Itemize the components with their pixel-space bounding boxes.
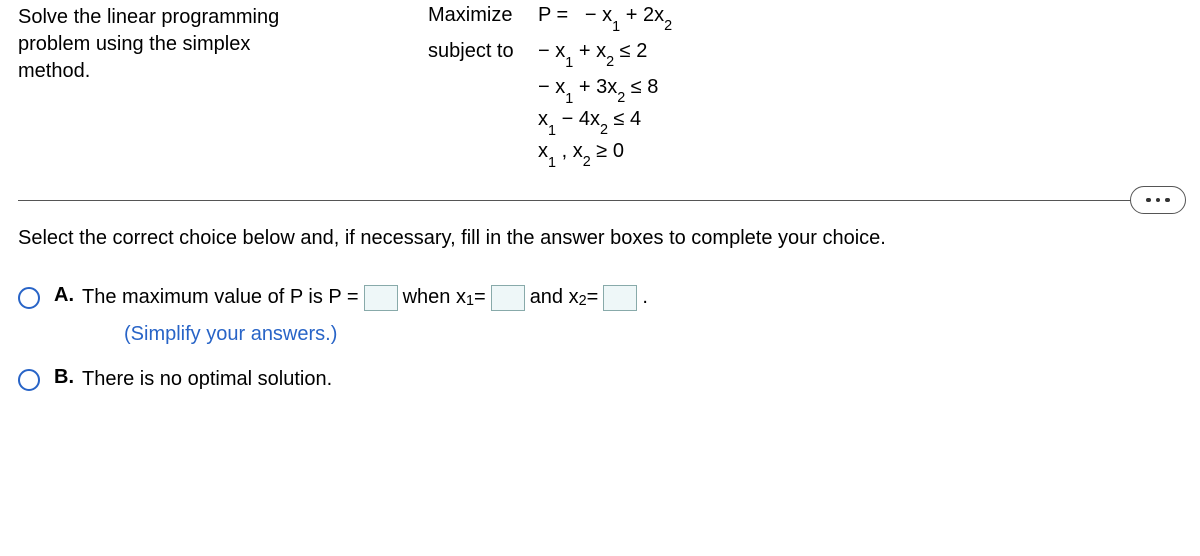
problem-prompt: Solve the linear programming problem usi… — [18, 4, 318, 85]
answer-choices: A. The maximum value of P is P = when x1… — [18, 284, 1182, 393]
choice-b-text: There is no optimal solution. — [82, 368, 332, 390]
answer-box-p[interactable] — [364, 285, 398, 311]
nna: x — [538, 140, 548, 162]
objective-function: P = − x1 + 2x2 — [538, 4, 672, 30]
choice-a-eq-2: = — [587, 284, 599, 311]
nonnegativity: x1 , x2 ≥ 0 — [538, 140, 672, 166]
obj-a: − x — [585, 4, 612, 26]
c2b: + 3x — [579, 76, 617, 98]
choice-a: A. The maximum value of P is P = when x1… — [18, 284, 1182, 348]
instruction-text: Select the correct choice below and, if … — [18, 227, 1182, 250]
more-options-button[interactable] — [1130, 186, 1186, 214]
constraint-1: − x1 + x2 ≤ 2 — [538, 40, 647, 66]
choice-a-text-2: when x — [403, 284, 466, 311]
choice-a-eq-1: = — [474, 284, 486, 311]
constraint-3: x1 − 4x2 ≤ 4 — [538, 108, 672, 134]
problem-formulation: Maximize P = − x1 + 2x2 subject to − x1 … — [428, 4, 672, 172]
maximize-label: Maximize — [428, 4, 538, 27]
choice-b-radio[interactable] — [18, 369, 40, 391]
choice-b-letter: B. — [54, 366, 82, 389]
obj-lhs: P = — [538, 4, 568, 26]
nnc: , x — [562, 140, 583, 162]
c3a: x — [538, 108, 548, 130]
c3r: ≤ 4 — [614, 108, 642, 130]
c1r: ≤ 2 — [620, 40, 648, 62]
nnr: ≥ 0 — [596, 140, 624, 162]
c1a: − x — [538, 40, 565, 62]
choice-a-text-3: and x — [530, 284, 579, 311]
choice-a-radio[interactable] — [18, 287, 40, 309]
obj-b: + 2x — [626, 4, 664, 26]
choice-a-letter: A. — [54, 284, 82, 307]
choice-a-text-1: The maximum value of P is P = — [82, 284, 359, 311]
dot-icon — [1165, 198, 1170, 203]
choice-a-hint: (Simplify your answers.) — [124, 321, 648, 348]
c2a: − x — [538, 76, 565, 98]
c1b: + x — [579, 40, 606, 62]
dot-icon — [1156, 198, 1161, 203]
answer-box-x2[interactable] — [603, 285, 637, 311]
choice-a-period: . — [642, 284, 648, 311]
c3b: − 4x — [562, 108, 600, 130]
constraint-2: − x1 + 3x2 ≤ 8 — [538, 76, 672, 102]
answer-box-x1[interactable] — [491, 285, 525, 311]
choice-b: B. There is no optimal solution. — [18, 366, 1182, 393]
c2r: ≤ 8 — [631, 76, 659, 98]
dot-icon — [1146, 198, 1151, 203]
section-divider — [18, 200, 1182, 201]
subject-to-label: subject to — [428, 40, 538, 63]
